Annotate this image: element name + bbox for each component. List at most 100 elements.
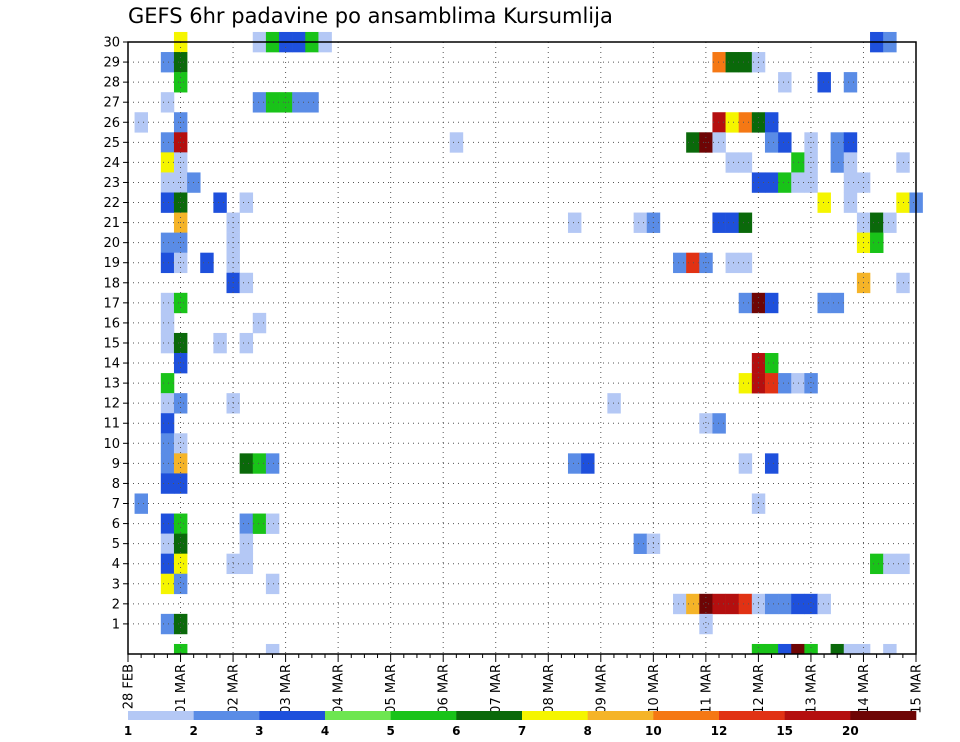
- heatmap-cell: [173, 393, 188, 414]
- heatmap-cell: [213, 332, 227, 354]
- heatmap-cell: [173, 553, 188, 575]
- x-tick-label: 04 MAR: [332, 664, 347, 714]
- heatmap-cell: [883, 643, 897, 655]
- heatmap-cell: [738, 52, 753, 73]
- y-tick-label: 11: [103, 417, 120, 432]
- heatmap-cell: [830, 292, 845, 314]
- heatmap-cell: [764, 353, 779, 374]
- x-tick-label: 01 MAR: [174, 664, 189, 714]
- heatmap-cell: [239, 453, 254, 474]
- legend-level-label: 2: [189, 724, 197, 738]
- legend-level-label: 12: [711, 724, 728, 738]
- heatmap-cell: [160, 513, 175, 534]
- y-tick-label: 26: [103, 116, 120, 131]
- x-tick-label: 05 MAR: [384, 664, 399, 714]
- y-tick-label: 29: [103, 56, 120, 71]
- heatmap-cell: [686, 593, 700, 615]
- heatmap-cell: [252, 453, 267, 474]
- heatmap-cell: [699, 613, 713, 635]
- y-tick-label: 15: [103, 336, 120, 351]
- heatmap-cell: [173, 643, 188, 655]
- heatmap-cell: [804, 593, 818, 615]
- heatmap-cell: [173, 453, 188, 474]
- legend-level-label: 7: [518, 724, 526, 738]
- heatmap-cell: [725, 152, 739, 173]
- heatmap-cell: [751, 643, 766, 655]
- x-tick-label: 15 MAR: [910, 664, 925, 714]
- heatmap-cell: [764, 373, 779, 394]
- heatmap-cell: [160, 573, 175, 595]
- y-tick-label: 2: [112, 597, 120, 612]
- heatmap-cell: [699, 593, 713, 615]
- x-tick-label: 14 MAR: [857, 664, 872, 714]
- y-tick-label: 23: [103, 176, 120, 191]
- heatmap-cell: [830, 152, 845, 173]
- y-tick-label: 5: [112, 537, 120, 552]
- legend-swatch: [850, 711, 917, 720]
- heatmap-cell: [843, 643, 858, 655]
- legend-swatch: [522, 711, 588, 720]
- heatmap-cell: [265, 513, 280, 534]
- legend-swatch: [653, 711, 720, 720]
- color-legend: 1 2 3 4 5 6 7 8 10 12 15 20: [124, 711, 917, 738]
- heatmap-cell: [265, 92, 280, 113]
- heatmap-cell: [712, 413, 726, 434]
- heatmap-cell: [817, 192, 831, 213]
- heatmap-cell: [160, 172, 175, 193]
- y-tick-label: 13: [103, 377, 120, 392]
- heatmap-cell: [173, 292, 188, 314]
- heatmap-cell: [804, 643, 818, 655]
- heatmap-cell: [712, 112, 726, 133]
- heatmap-cell: [160, 613, 175, 635]
- heatmap-cell: [173, 332, 188, 354]
- y-tick-label: 1: [112, 617, 120, 632]
- y-tick-label: 20: [103, 236, 120, 251]
- heatmap-cells: [134, 31, 923, 655]
- legend-level-label: 4: [321, 724, 329, 738]
- heatmap-cell: [633, 212, 648, 233]
- heatmap-cell: [791, 373, 805, 394]
- heatmap-cell: [817, 593, 831, 615]
- y-axis: 1234567891011121314151617181920212223242…: [103, 36, 128, 632]
- heatmap-cell: [252, 92, 267, 113]
- heatmap-cell: [213, 192, 227, 213]
- y-tick-label: 8: [112, 477, 120, 492]
- y-tick-label: 14: [103, 357, 120, 372]
- heatmap-cell: [764, 132, 779, 153]
- y-tick-label: 22: [103, 196, 120, 211]
- heatmap-cell: [134, 493, 148, 514]
- y-tick-label: 27: [103, 96, 120, 111]
- y-tick-label: 3: [112, 577, 120, 592]
- x-axis: 28 FEB 01 MAR 02 MAR 03 MAR 04 MAR 05 MAR 06 M…: [122, 654, 925, 714]
- heatmap-cell: [791, 643, 805, 655]
- x-tick-label: 02 MAR: [227, 664, 242, 714]
- legend-level-label: 6: [452, 724, 460, 738]
- heatmap-cell: [843, 152, 858, 173]
- legend-level-label: 15: [776, 724, 793, 738]
- heatmap-cell: [699, 413, 713, 434]
- y-tick-label: 12: [103, 397, 120, 412]
- heatmap-cell: [791, 593, 805, 615]
- heatmap-cell: [239, 332, 254, 354]
- heatmap-cell: [738, 373, 753, 394]
- heatmap-cell: [160, 533, 175, 554]
- heatmap-cell: [817, 72, 831, 93]
- heatmap-cell: [778, 373, 792, 394]
- y-tick-label: 9: [112, 457, 120, 472]
- heatmap-cell: [883, 212, 897, 233]
- heatmap-cell: [856, 643, 871, 655]
- heatmap-cell: [843, 172, 858, 193]
- x-tick-label: 12 MAR: [752, 664, 767, 714]
- legend-swatch: [587, 711, 654, 720]
- heatmap-cell: [160, 52, 175, 73]
- heatmap-cell: [725, 212, 739, 233]
- heatmap-cell: [738, 152, 753, 173]
- heatmap-cell: [567, 453, 582, 474]
- heatmap-cell: [764, 292, 779, 314]
- legend-level-label: 10: [645, 724, 662, 738]
- heatmap-cell: [160, 312, 175, 334]
- heatmap-cell: [160, 393, 175, 414]
- legend-swatch: [719, 711, 785, 720]
- heatmap-cell: [764, 172, 779, 193]
